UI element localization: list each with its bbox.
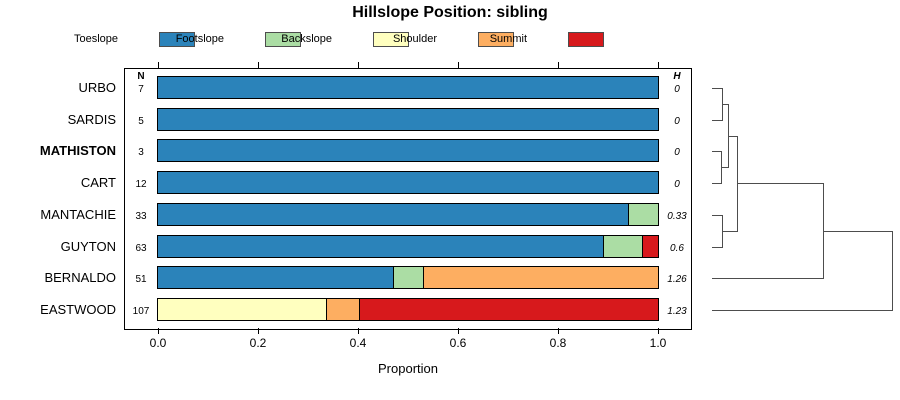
n-value: 7 (138, 84, 144, 95)
dendrogram-line (712, 119, 723, 121)
n-value: 51 (135, 274, 147, 286)
h-value: 0 (674, 147, 680, 159)
tick-mark-top (358, 62, 359, 68)
row-label-mantachie: MANTACHIE (40, 206, 116, 222)
bar-segment-toeslope (158, 108, 658, 130)
dendrogram-line (712, 151, 722, 153)
n-value: 12 (135, 179, 147, 191)
tick-label: 0.8 (549, 336, 567, 350)
h-value: 0.33 (667, 210, 687, 222)
row-label-cart: CART (80, 175, 116, 191)
legend-swatch-shoulder (478, 32, 514, 47)
row-label-sardis: SARDIS (67, 111, 116, 127)
n-value: 63 (135, 242, 147, 254)
plot-area (124, 68, 692, 330)
dendrogram-line (712, 88, 723, 89)
bar-segment-summit (642, 235, 658, 257)
tick-label: 1.0 (649, 336, 667, 350)
dendrogram-line (721, 167, 729, 169)
chart-title: Hillslope Position: sibling (352, 4, 548, 21)
tick-label: 0.0 (149, 336, 167, 350)
bar-segment-footslope (602, 235, 642, 257)
row-label-eastwood: EASTWOOD (40, 301, 116, 317)
row-label-bernaldo: BERNALDO (44, 270, 116, 286)
bar-segment-toeslope (158, 203, 628, 225)
bar-segment-footslope (627, 203, 658, 225)
bar-segment-toeslope (158, 77, 658, 98)
legend-swatch-summit (568, 32, 604, 47)
bar-segment-shoulder (326, 298, 359, 320)
legend-label-toeslope: Toeslope (73, 33, 118, 45)
bar-mantachie (157, 202, 659, 226)
h-value: 0 (674, 115, 680, 127)
legend-label-summit: Summit (489, 33, 527, 45)
tick-mark-bottom (358, 328, 359, 334)
tick-mark-bottom (658, 328, 659, 334)
tick-label: 0.2 (249, 336, 267, 350)
bar-segment-shoulder (422, 267, 658, 289)
row-label-guyton: GUYTON (60, 238, 116, 254)
dendrogram-line (712, 278, 824, 280)
bar-cart (157, 171, 659, 195)
h-value: 0 (674, 179, 680, 191)
dendrogram-line (712, 183, 722, 185)
n-column-header: N (137, 71, 145, 82)
bar-guyton (157, 234, 659, 258)
bar-segment-toeslope (158, 172, 658, 194)
h-value: 0.6 (670, 242, 684, 254)
bar-segment-summit (359, 298, 658, 320)
row-label-urbo: URBO (78, 80, 116, 95)
tick-label: 0.4 (349, 336, 367, 350)
bar-segment-toeslope (158, 140, 658, 162)
legend-label-footslope: Footslope (175, 33, 224, 45)
x-axis-label: Proportion (378, 361, 438, 376)
tick-label: 0.6 (449, 336, 467, 350)
n-value: 5 (138, 115, 144, 127)
dendrogram-line (722, 103, 729, 105)
n-value: 33 (135, 210, 147, 222)
n-value: 107 (132, 305, 150, 317)
legend-swatch-backslope (373, 32, 409, 47)
bar-urbo (157, 76, 659, 99)
dendrogram-line (722, 230, 738, 232)
tick-mark-bottom (458, 328, 459, 334)
bar-mathiston (157, 139, 659, 163)
legend-swatch-toeslope (159, 32, 195, 47)
dendrogram-line (712, 309, 893, 311)
dendrogram-line (728, 135, 738, 137)
h-value: 1.26 (667, 274, 687, 286)
tick-mark-top (158, 62, 159, 68)
dendrogram-line (892, 230, 893, 311)
legend-label-backslope: Backslope (281, 33, 332, 45)
bar-segment-toeslope (158, 267, 393, 289)
bar-segment-toeslope (158, 235, 603, 257)
tick-mark-bottom (158, 328, 159, 334)
h-value: 0 (674, 84, 680, 95)
tick-mark-bottom (258, 328, 259, 334)
tick-mark-top (558, 62, 559, 68)
bar-eastwood (157, 297, 659, 321)
dendrogram-line (823, 230, 893, 232)
dendrogram-line (737, 183, 824, 185)
row-label-mathiston: MATHISTON (39, 143, 116, 159)
h-column-header: H (673, 71, 681, 82)
legend-label-shoulder: Shoulder (392, 33, 437, 45)
legend-swatch-footslope (265, 32, 301, 47)
dendrogram-line (712, 246, 723, 248)
tick-mark-bottom (558, 328, 559, 334)
tick-mark-top (458, 62, 459, 68)
tick-mark-top (658, 62, 659, 68)
h-value: 1.23 (667, 305, 687, 317)
bar-sardis (157, 107, 659, 131)
bar-bernaldo (157, 266, 659, 290)
n-value: 3 (138, 147, 144, 159)
bar-segment-backslope (158, 298, 326, 320)
bar-segment-footslope (393, 267, 423, 289)
dendrogram-line (712, 214, 723, 216)
tick-mark-top (258, 62, 259, 68)
